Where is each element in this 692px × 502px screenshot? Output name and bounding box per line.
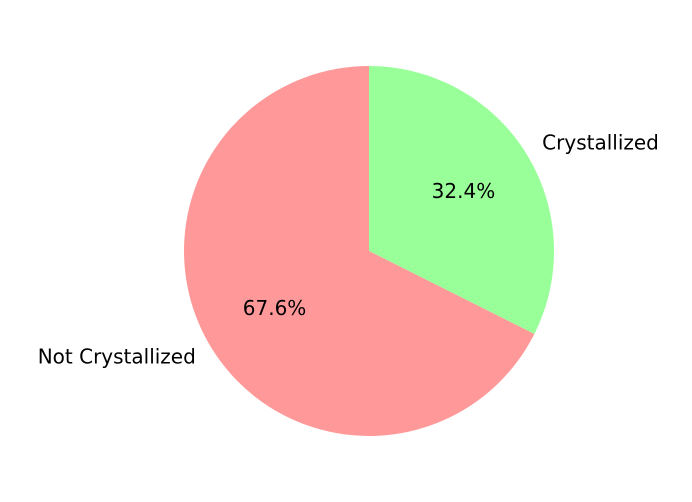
percent-label-crystallized: 32.4% bbox=[432, 179, 496, 203]
slice-label-not-crystallized: Not Crystallized bbox=[38, 344, 196, 368]
percent-label-not-crystallized: 67.6% bbox=[243, 296, 307, 320]
pie-slices bbox=[183, 66, 554, 437]
pie-labels: Crystallized 32.4% Not Crystallized 67.6% bbox=[38, 131, 659, 369]
slice-label-crystallized: Crystallized bbox=[542, 131, 659, 155]
pie-slice-crystallized bbox=[369, 66, 554, 334]
pie-slice-not-crystallized bbox=[183, 66, 535, 437]
